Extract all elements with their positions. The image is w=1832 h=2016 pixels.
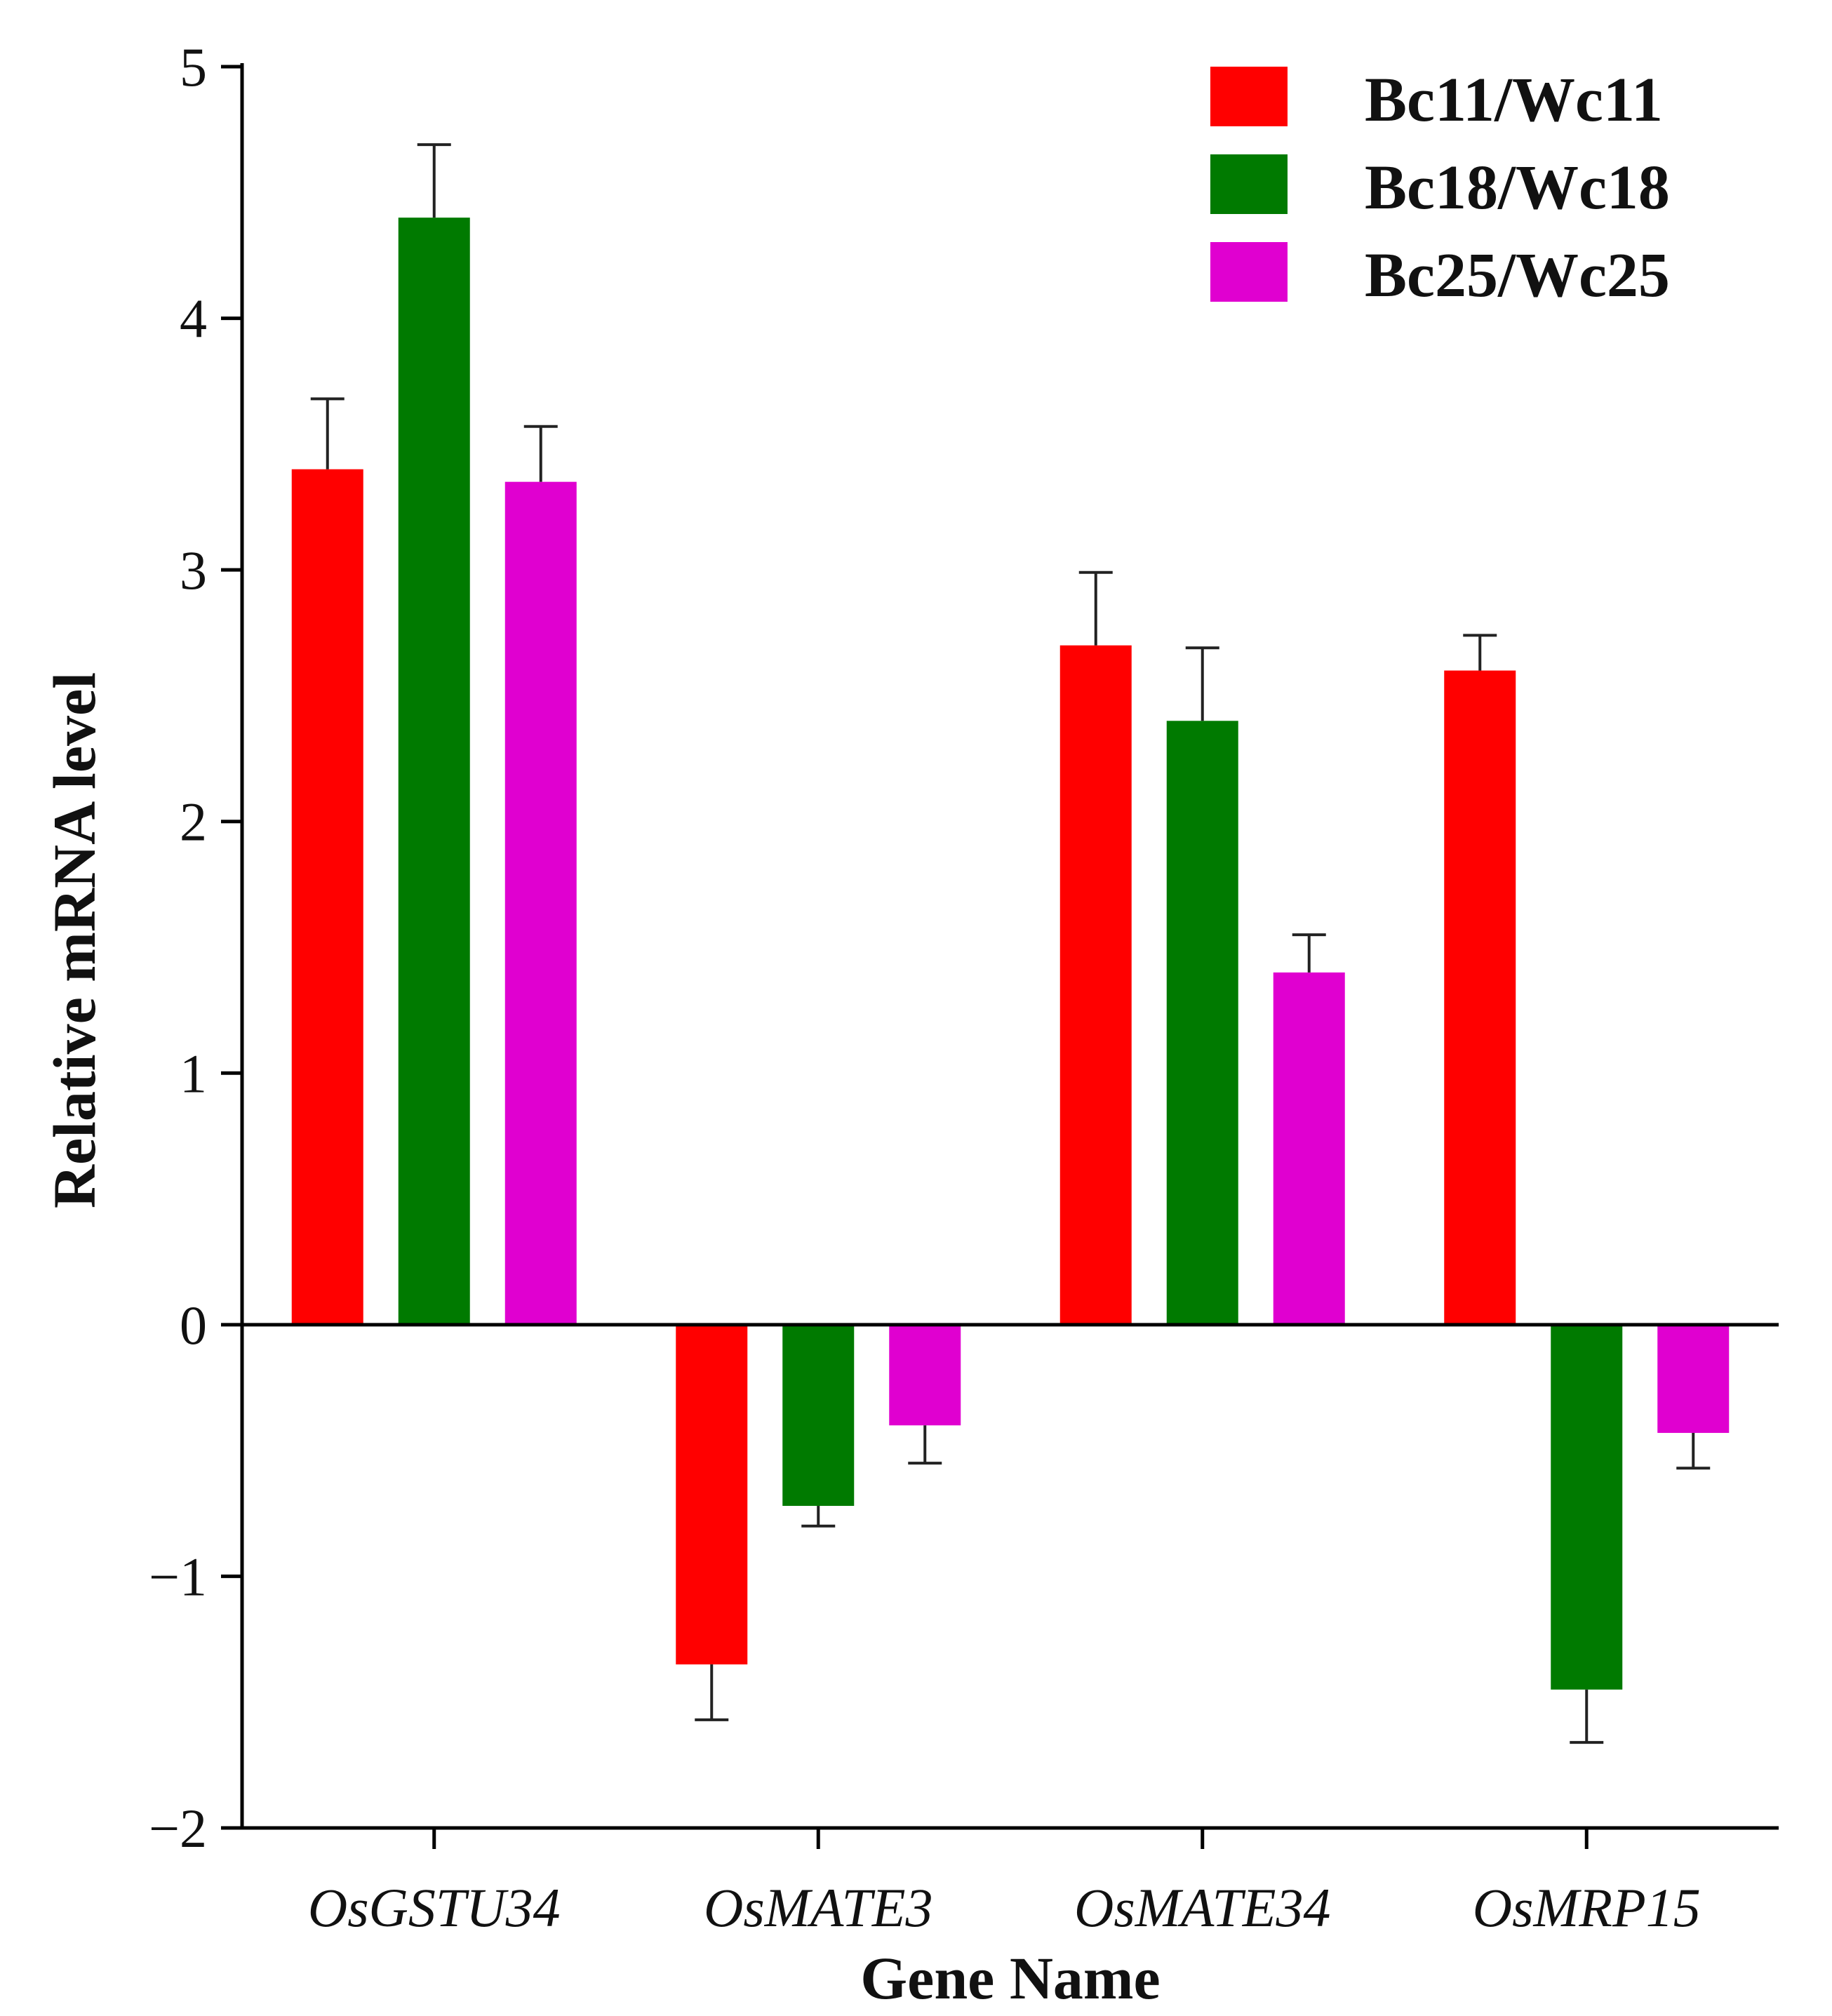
bar-OsGSTU34-Bc11-Wc11 [291, 469, 363, 1325]
y-tick-label: 1 [180, 1043, 207, 1104]
y-tick-label: 0 [180, 1295, 207, 1356]
bar-OsMATE3-Bc25-Wc25 [889, 1324, 961, 1426]
axes-layer [221, 63, 1779, 1849]
x-category-labels: OsGSTU34 OsMATE3 OsMATE34 OsMRP15 [308, 1877, 1701, 1938]
bar-OsMRP15-Bc11-Wc11 [1444, 670, 1516, 1325]
bar-OsMATE3-Bc18-Wc18 [782, 1324, 855, 1507]
legend-label-Bc25-Wc25: Bc25/Wc25 [1365, 241, 1670, 310]
error-bars-layer [310, 143, 1711, 1744]
bar-OsMRP15-Bc18-Wc18 [1551, 1324, 1623, 1690]
bar-OsGSTU34-Bc25-Wc25 [504, 481, 577, 1325]
bar-OsMRP15-Bc25-Wc25 [1657, 1324, 1730, 1434]
y-axis-title: Relative mRNA level [41, 672, 108, 1208]
y-tick-label: −1 [149, 1546, 207, 1607]
x-tick-label-OsGSTU34: OsGSTU34 [308, 1877, 561, 1938]
legend-swatch-Bc25-Wc25 [1210, 242, 1288, 302]
y-tick-label: 4 [180, 288, 207, 349]
bar-OsMATE3-Bc11-Wc11 [676, 1324, 748, 1664]
x-tick-label-OsMRP15: OsMRP15 [1473, 1877, 1701, 1938]
y-tick-label: 5 [180, 36, 207, 98]
bar-OsMATE34-Bc25-Wc25 [1273, 972, 1345, 1325]
bar-OsMATE34-Bc11-Wc11 [1059, 645, 1132, 1325]
y-tick-labels: 5 4 3 2 1 0 −1 −2 [149, 36, 207, 1859]
legend-swatch-Bc11-Wc11 [1210, 67, 1288, 126]
legend-label-Bc11-Wc11: Bc11/Wc11 [1365, 65, 1663, 135]
x-tick-label-OsMATE3: OsMATE3 [704, 1877, 932, 1938]
y-tick-label: 3 [180, 540, 207, 601]
x-axis-title: Gene Name [860, 1944, 1160, 2012]
legend-swatch-Bc18-Wc18 [1210, 154, 1288, 214]
bar-OsMATE34-Bc18-Wc18 [1166, 721, 1238, 1325]
legend: Bc11/Wc11 Bc18/Wc18 Bc25/Wc25 [1210, 65, 1670, 310]
legend-label-Bc18-Wc18: Bc18/Wc18 [1365, 153, 1670, 222]
x-tick-label-OsMATE34: OsMATE34 [1074, 1877, 1330, 1938]
bar-OsGSTU34-Bc18-Wc18 [398, 218, 470, 1325]
y-tick-label: −2 [149, 1798, 207, 1859]
y-tick-label: 2 [180, 792, 207, 853]
bars-layer [291, 218, 1730, 1690]
